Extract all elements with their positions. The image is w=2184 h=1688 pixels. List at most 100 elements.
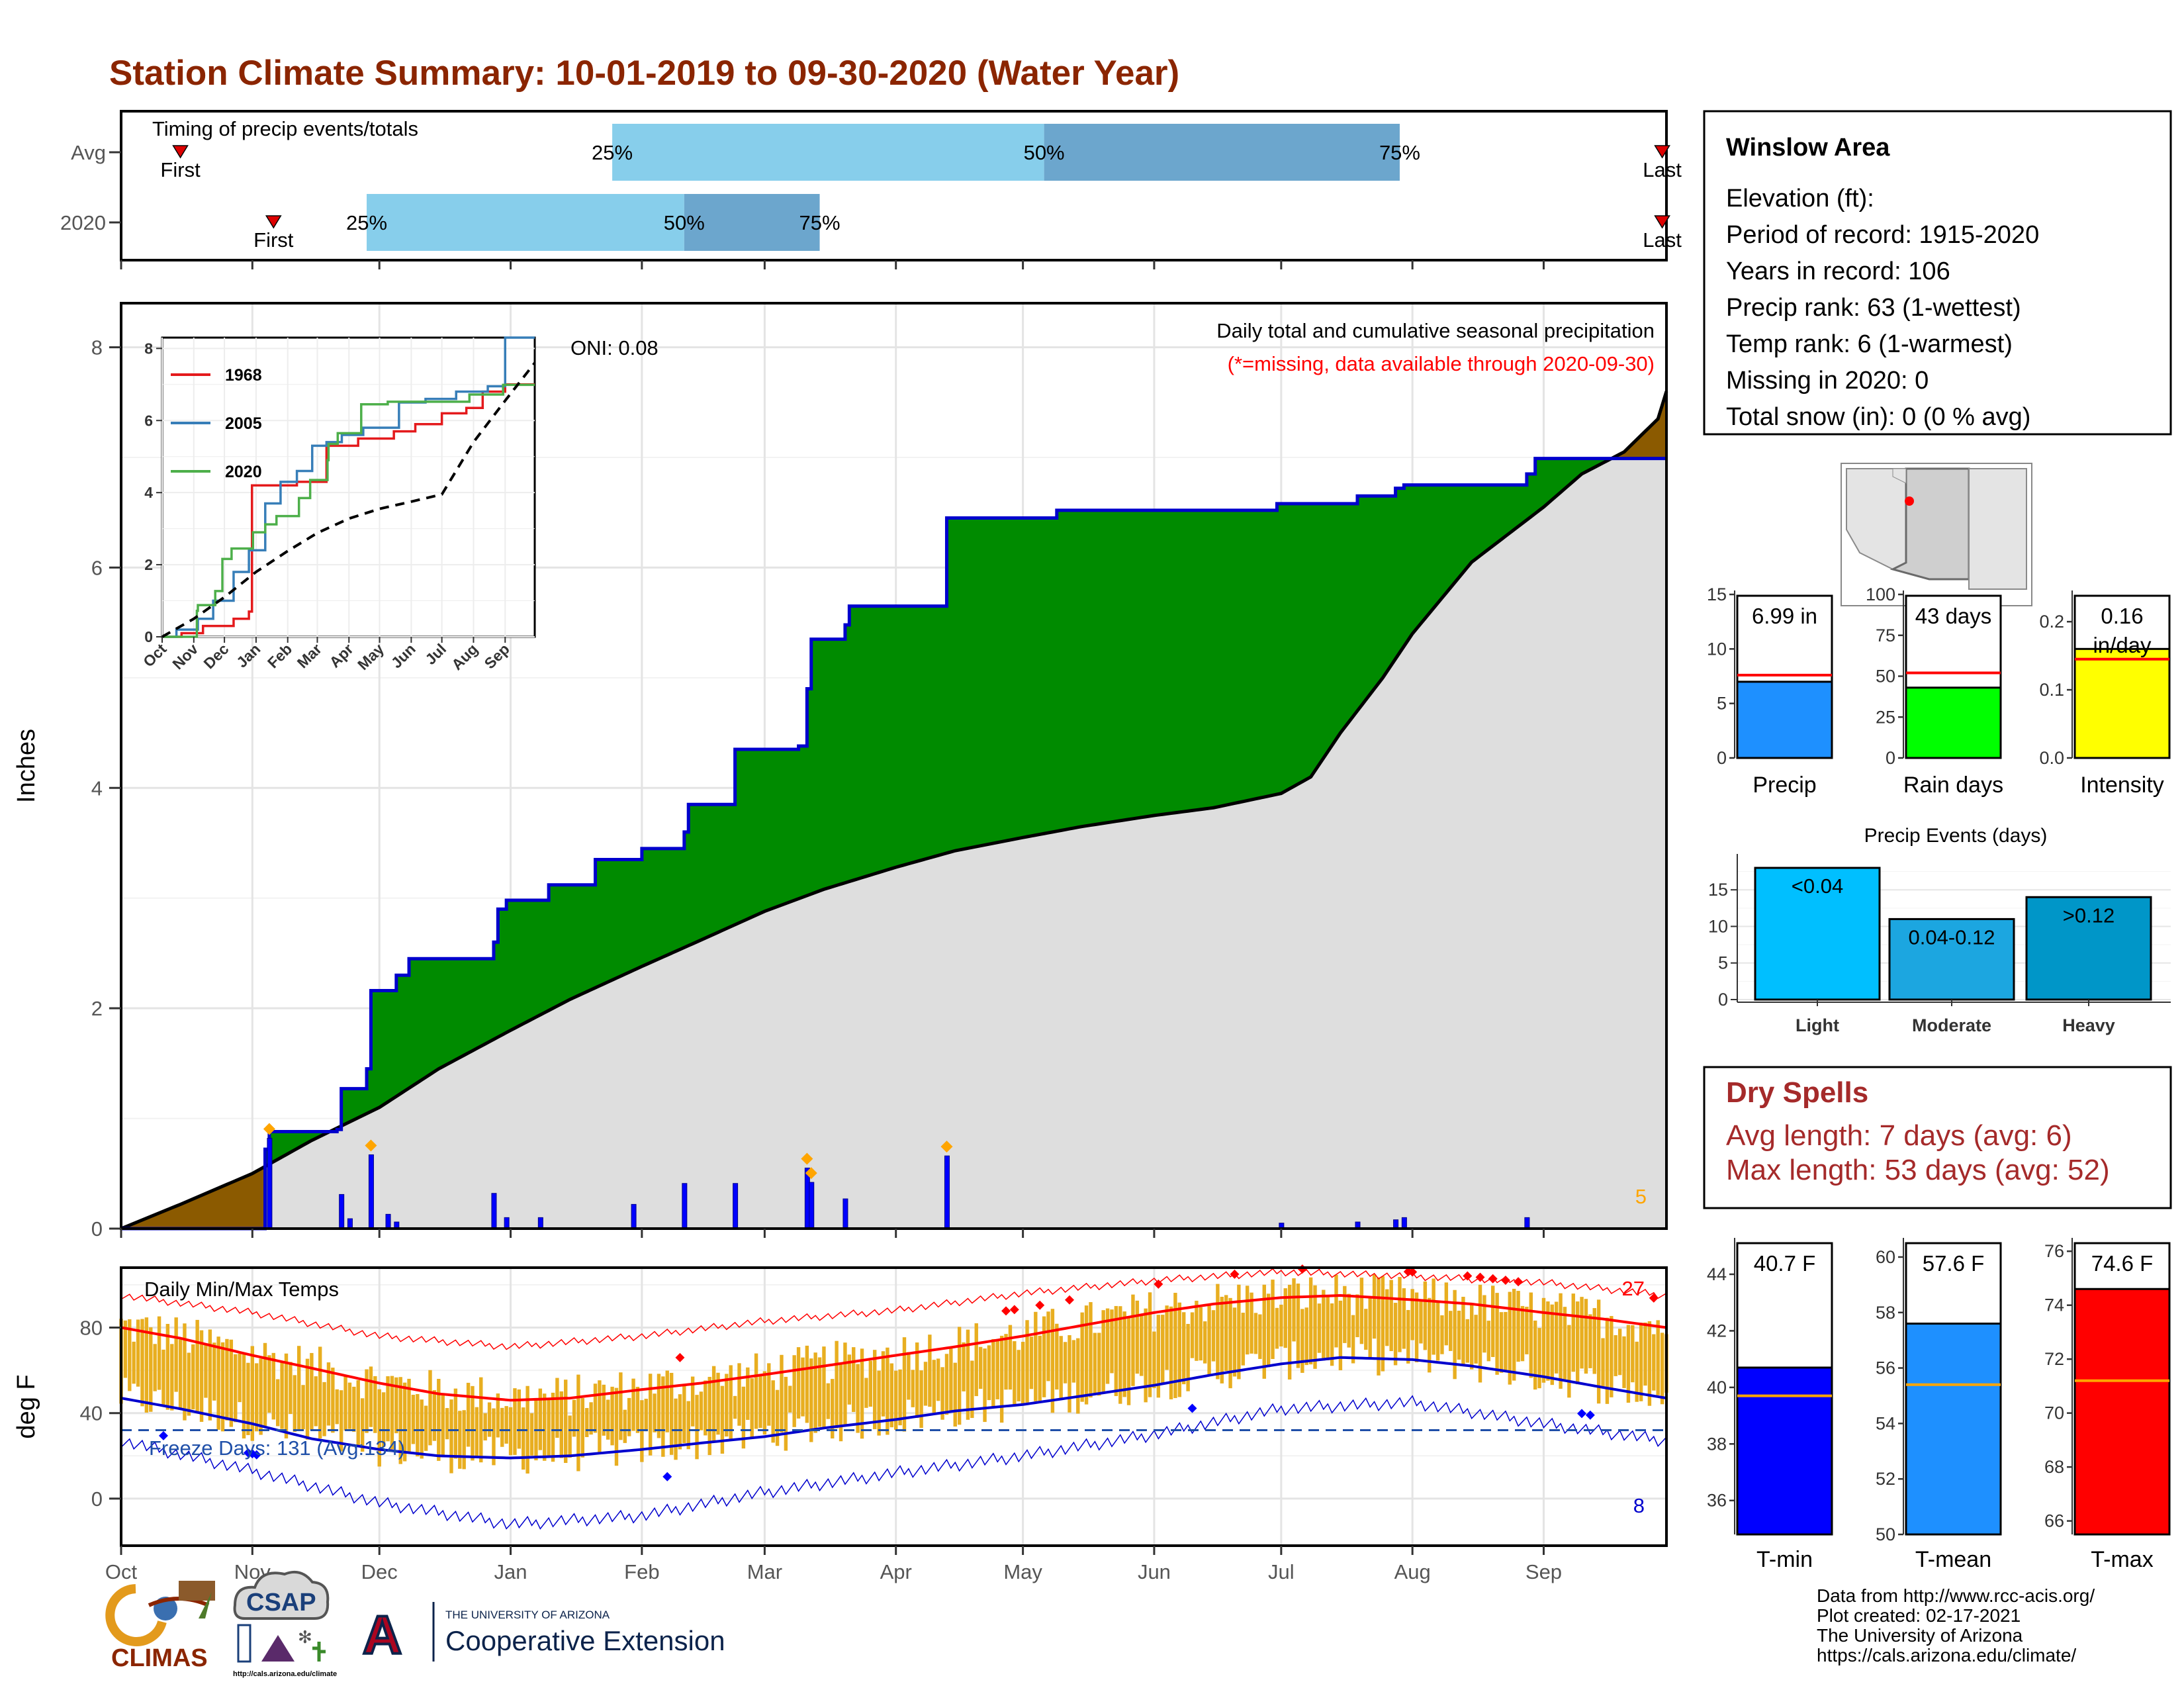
daily-temp-bar	[873, 1350, 877, 1430]
daily-temp-bar	[1652, 1334, 1656, 1391]
y-tick-label: 56	[1876, 1358, 1895, 1378]
bar-value-label: 0.16	[2101, 604, 2143, 628]
bar-category-label: Rain days	[1903, 773, 2003, 798]
event-bar	[1754, 867, 1881, 1001]
daily-temp-bar	[822, 1346, 826, 1428]
record-high-marker	[1009, 1305, 1019, 1315]
timing-pct-label: 25%	[346, 211, 387, 234]
event-category-label: Moderate	[1912, 1015, 1991, 1035]
daily-temp-bar	[475, 1407, 479, 1456]
daily-temp-bar	[263, 1342, 267, 1426]
y-tick-label: 10	[1708, 916, 1728, 936]
y-tick-label: 10	[1707, 639, 1727, 659]
daily-precip-bar	[347, 1218, 353, 1229]
daily-temp-bar	[318, 1346, 322, 1438]
y-tick-label: 50	[1876, 1524, 1895, 1544]
timing-bar-50-75	[684, 194, 820, 251]
daily-temp-bar	[1647, 1321, 1652, 1406]
daily-precip-bar	[733, 1183, 739, 1229]
daily-temp-bar	[1474, 1315, 1478, 1364]
event-bar-label: 0.04-0.12	[1909, 925, 1995, 949]
climas-logo: CLIMAS	[105, 1581, 215, 1672]
inset-series-2005	[162, 336, 535, 638]
above-normal-area	[121, 458, 1616, 1229]
bar-value-label: 74.6 F	[2091, 1251, 2154, 1276]
x-tick-label: Sep	[1525, 1560, 1562, 1583]
daily-temp-bar	[817, 1357, 822, 1427]
daily-temp-bar	[1529, 1292, 1533, 1378]
daily-temp-bar	[1610, 1316, 1614, 1397]
timing-pct-label: 50%	[664, 211, 705, 234]
daily-temp-bar	[1635, 1341, 1639, 1402]
daily-temp-bar	[1338, 1300, 1343, 1370]
first-marker	[265, 215, 282, 229]
daily-temp-bar	[271, 1352, 276, 1420]
daily-temp-bar	[1432, 1278, 1435, 1355]
daily-temp-bar	[1105, 1308, 1110, 1384]
daily-temp-bar	[1004, 1334, 1008, 1390]
bar-category-label: T-min	[1756, 1547, 1813, 1572]
daily-temp-bar	[623, 1409, 627, 1443]
daily-temp-bar	[1326, 1296, 1330, 1360]
daily-temp-bar	[360, 1398, 365, 1452]
daily-temp-bar	[216, 1336, 220, 1430]
daily-temp-bar	[839, 1364, 843, 1442]
daily-temp-bar	[466, 1382, 471, 1447]
event-bar-label: >0.12	[2063, 904, 2115, 927]
station-line: Precip rank: 63 (1-wettest)	[1726, 294, 2021, 322]
daily-temp-bar	[741, 1386, 746, 1449]
daily-temp-bar	[564, 1380, 568, 1464]
daily-temp-bar	[314, 1376, 318, 1427]
daily-temp-bar	[1402, 1288, 1406, 1349]
y-tick-label: 70	[2044, 1403, 2064, 1423]
daily-temp-bar	[1419, 1301, 1423, 1344]
snowflake-icon: ✻	[298, 1627, 312, 1647]
daily-temp-bar	[517, 1389, 522, 1449]
daily-precip-bar	[385, 1213, 391, 1229]
daily-temp-bar	[805, 1345, 809, 1423]
daily-temp-bar	[453, 1388, 458, 1459]
legend-label: 2005	[225, 414, 262, 433]
daily-temp-bar	[1398, 1277, 1402, 1352]
daily-temp-bar	[1563, 1307, 1567, 1380]
value-bar	[1905, 1323, 2002, 1536]
precip-mini-bar-0: 0 5 10 15 Precip 6.99 in	[1707, 585, 1833, 798]
y-tick-label: 75	[1876, 626, 1895, 645]
y-tick-label: 52	[1876, 1469, 1895, 1489]
daily-temp-bar	[704, 1380, 707, 1436]
daily-temp-bar	[1262, 1284, 1266, 1379]
footer-line: https://cals.arizona.edu/climate/	[1817, 1645, 2076, 1665]
timing-row-label-2020: 2020	[60, 211, 106, 234]
daily-temp-bar	[801, 1357, 805, 1417]
daily-temp-bar	[780, 1354, 784, 1432]
timing-pct-label: 75%	[1379, 141, 1420, 164]
daily-temp-bar	[132, 1341, 136, 1384]
inset-y-tick-label: 2	[144, 556, 153, 573]
daily-temp-bar	[407, 1378, 411, 1453]
cactus-icon	[312, 1642, 326, 1662]
daily-temp-bar	[496, 1393, 500, 1438]
daily-temp-bar	[614, 1387, 619, 1466]
heavy-event-marker	[263, 1123, 275, 1135]
daily-temp-bar	[149, 1327, 153, 1412]
daily-temp-bar	[204, 1344, 208, 1398]
daily-temp-bar	[424, 1405, 428, 1451]
heavy-event-marker	[801, 1152, 813, 1165]
daily-temp-bar	[725, 1374, 729, 1437]
footer-line: Plot created: 02-17-2021	[1817, 1605, 2021, 1626]
daily-temp-bar	[1186, 1323, 1190, 1391]
daily-temp-bar	[1283, 1288, 1287, 1348]
daily-temp-bar	[1482, 1295, 1486, 1353]
daily-temp-bar	[559, 1391, 564, 1458]
timing-pct-label: 75%	[799, 211, 841, 234]
daily-temp-bar	[1617, 1329, 1622, 1376]
daily-temp-bar	[1368, 1296, 1372, 1358]
daily-temp-bar	[1126, 1317, 1131, 1405]
daily-temp-bar	[343, 1375, 347, 1430]
daily-temp-bar	[792, 1355, 796, 1427]
daily-temp-bar	[1271, 1280, 1275, 1359]
y-tick-label: 0	[1718, 990, 1728, 1009]
daily-temp-bar	[669, 1372, 674, 1455]
first-marker-label: First	[160, 158, 201, 181]
